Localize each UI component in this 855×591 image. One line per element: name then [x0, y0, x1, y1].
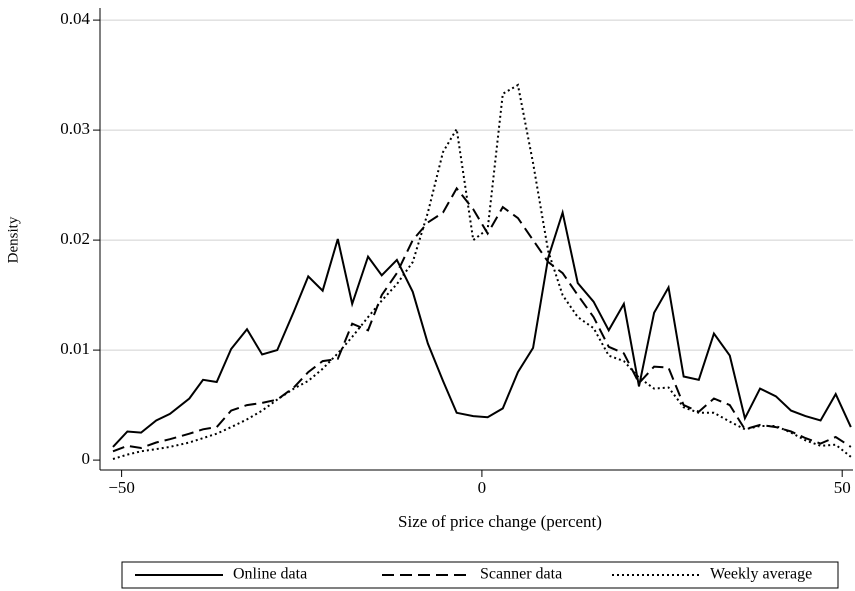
- y-tick-label: 0: [82, 449, 91, 468]
- y-tick-label: 0.04: [60, 9, 90, 28]
- y-tick-label: 0.01: [60, 339, 90, 358]
- legend-label: Online data: [233, 566, 307, 583]
- legend-label: Scanner data: [480, 566, 562, 583]
- x-tick-label: 50: [834, 478, 851, 497]
- x-tick-label: −50: [108, 478, 135, 497]
- x-tick-label: 0: [478, 478, 487, 497]
- series-line: [112, 83, 852, 460]
- y-tick-label: 0.02: [60, 229, 90, 248]
- series-line: [112, 186, 852, 453]
- series-line: [112, 208, 852, 448]
- y-tick-label: 0.03: [60, 119, 90, 138]
- x-axis-label: Size of price change (percent): [398, 512, 602, 531]
- y-axis-label: Density: [5, 216, 21, 263]
- legend-label: Weekly average: [710, 566, 812, 583]
- legend-box: [121, 561, 839, 589]
